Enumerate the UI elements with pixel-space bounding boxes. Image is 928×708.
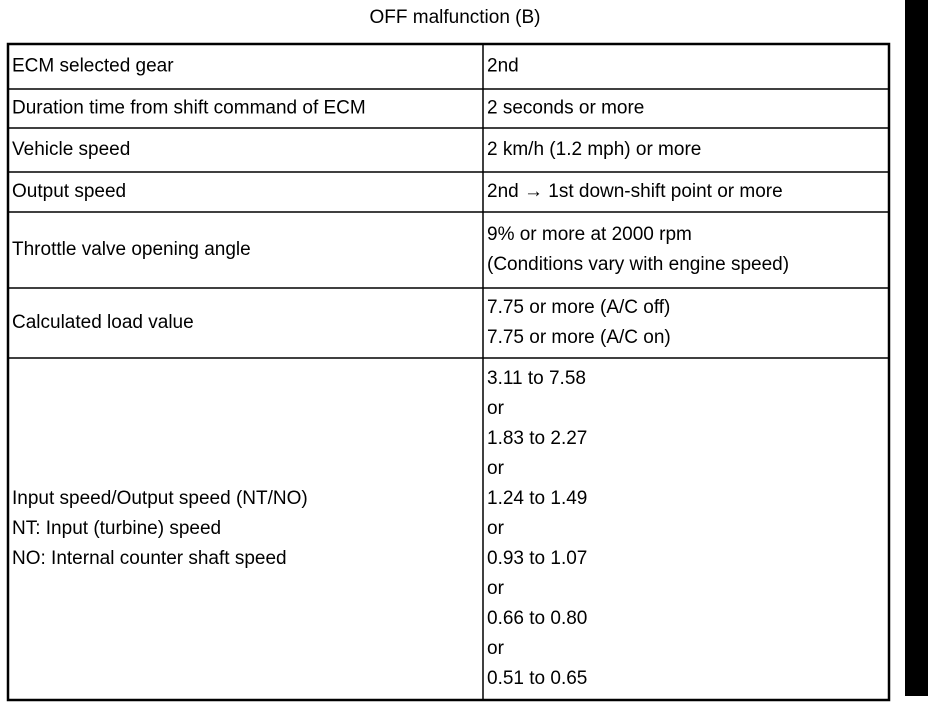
- cell-value: 9% or more at 2000 rpm: [487, 224, 692, 245]
- cell-value: 1.24 to 1.49: [487, 488, 587, 509]
- cell-value: 1.83 to 2.27: [487, 428, 587, 449]
- cell-value: 0.93 to 1.07: [487, 548, 587, 569]
- cell-value: 2 seconds or more: [487, 98, 644, 119]
- edge-bar: [905, 0, 928, 696]
- cell-value: 0.51 to 0.65: [487, 668, 587, 689]
- cell-label: Throttle valve opening angle: [12, 239, 251, 260]
- cell-label: Calculated load value: [12, 312, 194, 333]
- cell-value: or: [487, 398, 505, 419]
- cell-value: 7.75 or more (A/C off): [487, 297, 670, 318]
- cell-label: Duration time from shift command of ECM: [12, 98, 366, 119]
- cell-label: Input speed/Output speed (NT/NO): [12, 488, 308, 509]
- cell-value: (Conditions vary with engine speed): [487, 254, 789, 275]
- cell-value: or: [487, 518, 505, 539]
- cell-label: ECM selected gear: [12, 56, 174, 77]
- cell-value: 7.75 or more (A/C on): [487, 327, 671, 348]
- cell-value: 2 km/h (1.2 mph) or more: [487, 139, 701, 160]
- cell-value: 0.66 to 0.80: [487, 608, 587, 629]
- cell-value: 2nd: [487, 56, 519, 77]
- cell-value: or: [487, 638, 505, 659]
- cell-value: or: [487, 458, 505, 479]
- cell-value: 3.11 to 7.58: [487, 368, 586, 389]
- cell-label: NO: Internal counter shaft speed: [12, 548, 287, 569]
- cell-value: 2nd → 1st down-shift point or more: [487, 181, 783, 202]
- table-border: [6, 42, 891, 702]
- cell-value: or: [487, 578, 505, 599]
- cell-label: Vehicle speed: [12, 139, 130, 160]
- cell-label: Output speed: [12, 181, 126, 202]
- title: OFF malfunction (B): [369, 7, 540, 28]
- cell-label: NT: Input (turbine) speed: [12, 518, 221, 539]
